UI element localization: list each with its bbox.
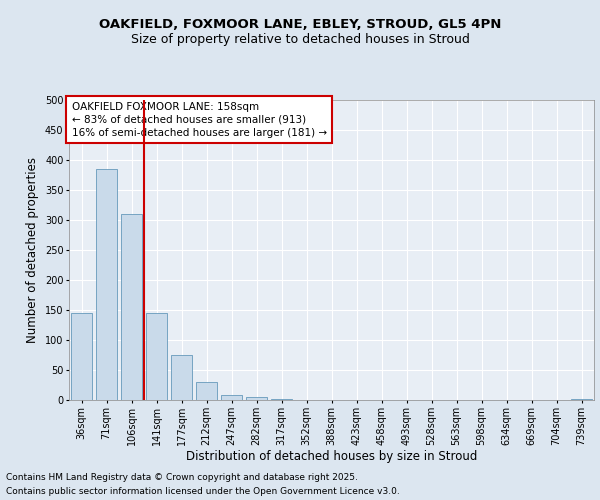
Bar <box>246 397 267 400</box>
Text: Size of property relative to detached houses in Stroud: Size of property relative to detached ho… <box>131 32 469 46</box>
Bar <box>271 399 292 400</box>
Bar <box>71 313 92 400</box>
Text: OAKFIELD FOXMOOR LANE: 158sqm
← 83% of detached houses are smaller (913)
16% of : OAKFIELD FOXMOOR LANE: 158sqm ← 83% of d… <box>71 102 327 138</box>
Text: Contains public sector information licensed under the Open Government Licence v3: Contains public sector information licen… <box>6 488 400 496</box>
X-axis label: Distribution of detached houses by size in Stroud: Distribution of detached houses by size … <box>186 450 477 464</box>
Text: OAKFIELD, FOXMOOR LANE, EBLEY, STROUD, GL5 4PN: OAKFIELD, FOXMOOR LANE, EBLEY, STROUD, G… <box>99 18 501 30</box>
Y-axis label: Number of detached properties: Number of detached properties <box>26 157 39 343</box>
Bar <box>171 355 192 400</box>
Text: Contains HM Land Registry data © Crown copyright and database right 2025.: Contains HM Land Registry data © Crown c… <box>6 472 358 482</box>
Bar <box>221 395 242 400</box>
Bar <box>96 169 117 400</box>
Bar <box>196 382 217 400</box>
Bar <box>571 399 592 400</box>
Bar <box>146 313 167 400</box>
Bar <box>121 214 142 400</box>
